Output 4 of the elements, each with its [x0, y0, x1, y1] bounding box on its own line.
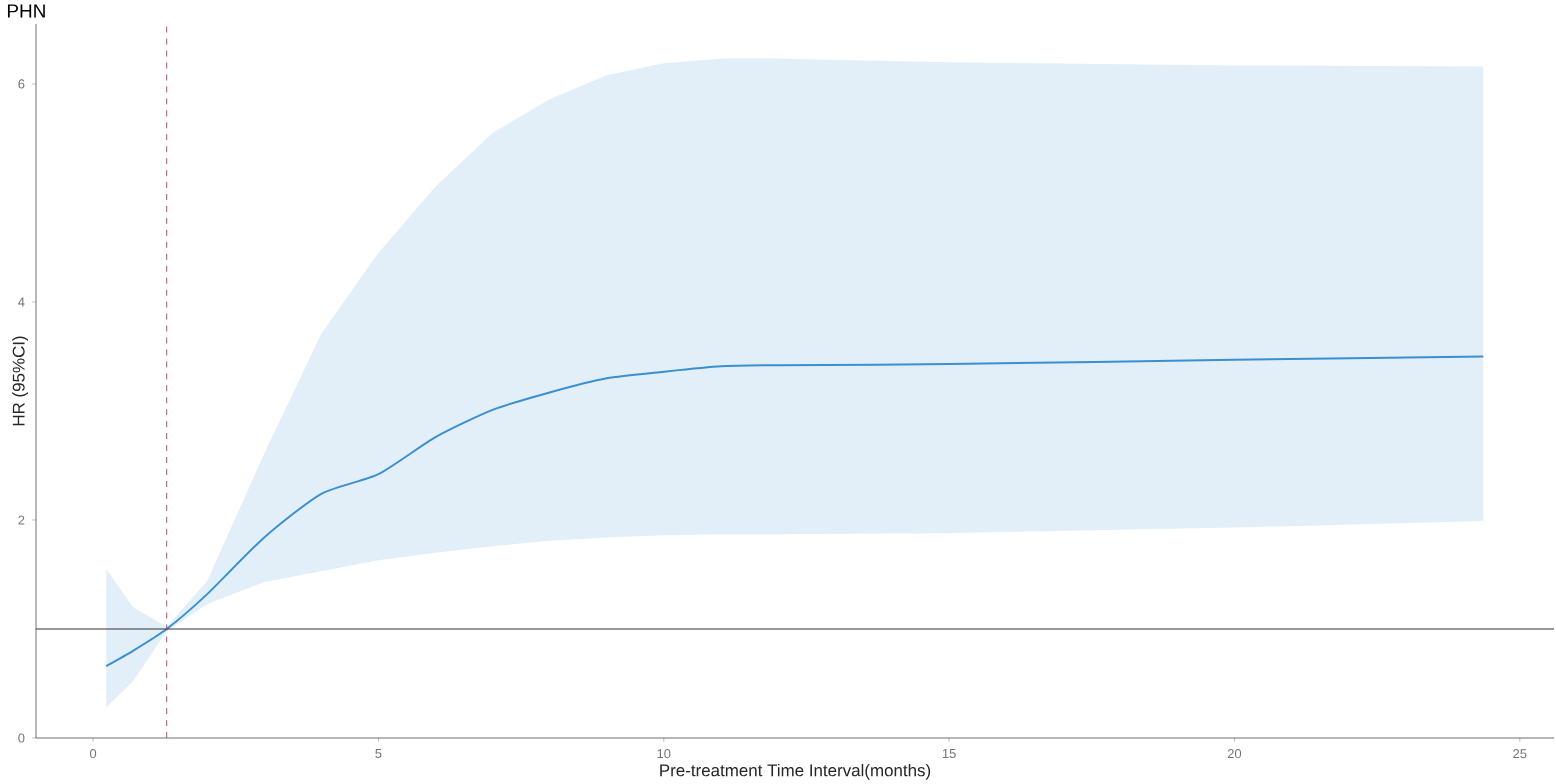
- line-series: [105, 355, 1485, 668]
- y-axis-title: HR (95%CI): [12, 336, 28, 426]
- x-axis-title: Pre-treatment Time Interval(months): [660, 763, 931, 780]
- chart-title: PHN: [7, 4, 45, 18]
